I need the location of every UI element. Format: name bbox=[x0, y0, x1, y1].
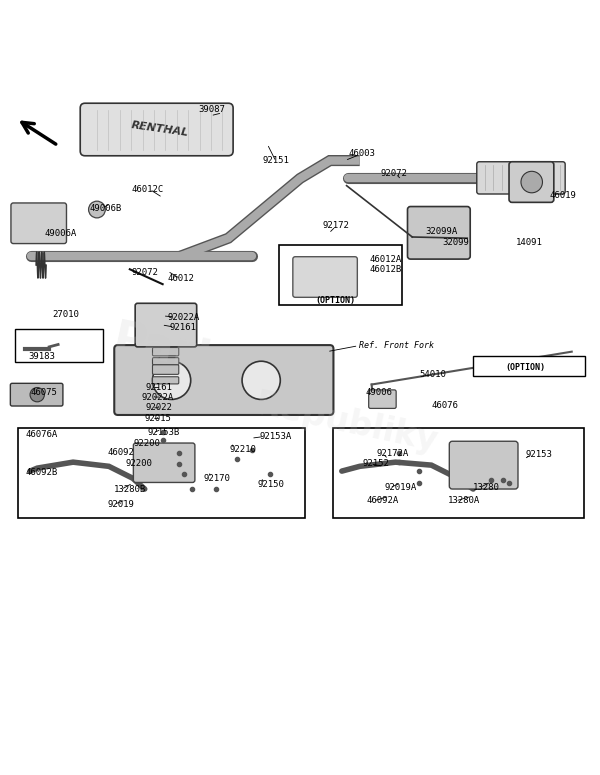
Bar bbox=[279, 246, 401, 305]
Text: 92072: 92072 bbox=[131, 268, 158, 277]
FancyBboxPatch shape bbox=[407, 207, 470, 259]
FancyBboxPatch shape bbox=[449, 441, 518, 489]
Text: 92153: 92153 bbox=[526, 450, 553, 459]
Text: 46075: 46075 bbox=[30, 388, 57, 397]
Text: 46003: 46003 bbox=[349, 149, 376, 158]
Text: 92072: 92072 bbox=[380, 169, 407, 178]
Text: 92172A: 92172A bbox=[376, 449, 409, 458]
Text: 49006: 49006 bbox=[365, 388, 392, 397]
Text: 92022A: 92022A bbox=[167, 312, 200, 322]
Text: 92150: 92150 bbox=[257, 480, 284, 489]
Text: 46012A: 46012A bbox=[370, 255, 402, 264]
Bar bbox=[473, 356, 586, 376]
Text: 49006A: 49006A bbox=[44, 229, 77, 238]
Text: 46012C: 46012C bbox=[131, 184, 164, 194]
Text: 13280A: 13280A bbox=[448, 497, 481, 505]
Text: 92172: 92172 bbox=[323, 221, 350, 229]
FancyBboxPatch shape bbox=[114, 345, 334, 415]
Text: (OPTION): (OPTION) bbox=[316, 296, 356, 305]
Text: 92161: 92161 bbox=[146, 383, 173, 392]
FancyBboxPatch shape bbox=[80, 103, 233, 156]
Text: 32099A: 32099A bbox=[425, 226, 458, 236]
Text: 39183: 39183 bbox=[29, 352, 55, 361]
Text: Parts: Parts bbox=[109, 317, 246, 387]
Text: 46012B: 46012B bbox=[370, 265, 402, 274]
Text: 92019A: 92019A bbox=[385, 484, 417, 492]
Text: 92200: 92200 bbox=[134, 439, 161, 448]
Text: 46019: 46019 bbox=[550, 191, 577, 200]
FancyBboxPatch shape bbox=[152, 347, 179, 356]
Text: 32099: 32099 bbox=[442, 239, 469, 247]
FancyBboxPatch shape bbox=[133, 443, 195, 483]
Text: 92019: 92019 bbox=[107, 500, 134, 509]
FancyBboxPatch shape bbox=[152, 377, 179, 384]
Circle shape bbox=[242, 361, 280, 399]
Text: 92152: 92152 bbox=[363, 460, 389, 468]
Text: 92170: 92170 bbox=[203, 474, 230, 483]
Text: 92151: 92151 bbox=[263, 156, 290, 165]
Text: 92022: 92022 bbox=[146, 403, 173, 412]
Text: 46092A: 46092A bbox=[367, 497, 399, 505]
Text: 92153A: 92153A bbox=[259, 432, 292, 441]
Text: 46076A: 46076A bbox=[25, 429, 58, 439]
Text: 92200: 92200 bbox=[125, 460, 152, 468]
FancyBboxPatch shape bbox=[11, 203, 67, 243]
Text: 92210: 92210 bbox=[230, 445, 256, 454]
Text: 92015: 92015 bbox=[145, 414, 172, 423]
Circle shape bbox=[30, 388, 44, 401]
Circle shape bbox=[152, 361, 191, 399]
Text: 92161: 92161 bbox=[170, 322, 197, 332]
Text: Ref. Front Fork: Ref. Front Fork bbox=[359, 341, 434, 350]
Text: 39087: 39087 bbox=[199, 105, 226, 114]
Bar bbox=[14, 329, 103, 362]
Text: 92022A: 92022A bbox=[142, 393, 174, 401]
Text: 46012: 46012 bbox=[167, 274, 194, 284]
Text: 46092: 46092 bbox=[107, 448, 134, 457]
FancyBboxPatch shape bbox=[293, 257, 358, 298]
Text: 14091: 14091 bbox=[516, 239, 543, 247]
Text: 13280B: 13280B bbox=[113, 485, 146, 494]
FancyBboxPatch shape bbox=[152, 357, 179, 365]
Text: 46076: 46076 bbox=[431, 401, 458, 410]
Text: (OPTION): (OPTION) bbox=[505, 363, 545, 372]
Text: 54010: 54010 bbox=[419, 370, 446, 379]
Bar bbox=[18, 428, 305, 518]
Text: Republiky: Republiky bbox=[252, 388, 442, 459]
FancyBboxPatch shape bbox=[368, 390, 396, 408]
Text: 27010: 27010 bbox=[52, 310, 79, 319]
FancyBboxPatch shape bbox=[477, 162, 565, 194]
FancyBboxPatch shape bbox=[135, 303, 197, 347]
Circle shape bbox=[521, 171, 542, 193]
Text: RENTHAL: RENTHAL bbox=[130, 120, 189, 139]
Text: 46092B: 46092B bbox=[25, 468, 58, 477]
Text: 13280: 13280 bbox=[473, 484, 500, 492]
Circle shape bbox=[89, 202, 106, 218]
FancyBboxPatch shape bbox=[509, 162, 554, 202]
FancyBboxPatch shape bbox=[152, 365, 179, 374]
Text: 49006B: 49006B bbox=[90, 204, 122, 213]
Bar bbox=[333, 428, 584, 518]
Text: 92153B: 92153B bbox=[148, 429, 180, 437]
FancyBboxPatch shape bbox=[10, 384, 63, 406]
